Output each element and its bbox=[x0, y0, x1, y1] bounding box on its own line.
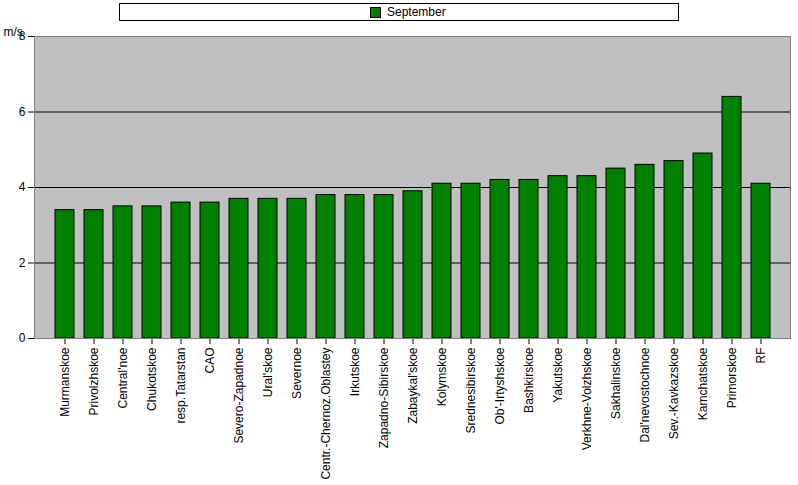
svg-text:Murmanskoe: Murmanskoe bbox=[58, 347, 72, 417]
svg-text:Bashkirskoe: Bashkirskoe bbox=[522, 347, 536, 413]
svg-text:m/s: m/s bbox=[4, 25, 23, 39]
svg-text:Verkhne-Volzhskoe: Verkhne-Volzhskoe bbox=[580, 347, 594, 450]
svg-text:Kamchatskoe: Kamchatskoe bbox=[696, 347, 710, 420]
svg-text:Sev.-Kavkazskoe: Sev.-Kavkazskoe bbox=[667, 347, 681, 439]
svg-text:Srednesibirskoe: Srednesibirskoe bbox=[464, 347, 478, 433]
svg-text:Privolzhskoe: Privolzhskoe bbox=[87, 347, 101, 415]
svg-text:Chukotskoe: Chukotskoe bbox=[145, 347, 159, 411]
svg-text:6: 6 bbox=[19, 105, 26, 119]
svg-text:resp.Tatarstan: resp.Tatarstan bbox=[174, 348, 188, 424]
svg-text:Yakutskoe: Yakutskoe bbox=[551, 347, 565, 402]
svg-text:2: 2 bbox=[19, 256, 26, 270]
svg-text:Zabaykal'skoe: Zabaykal'skoe bbox=[406, 347, 420, 424]
svg-text:Sakhalinskoe: Sakhalinskoe bbox=[609, 347, 623, 419]
svg-text:Severo-Zapadnoe: Severo-Zapadnoe bbox=[232, 347, 246, 443]
svg-text:Ob'-Irtyshskoe: Ob'-Irtyshskoe bbox=[493, 347, 507, 424]
svg-text:Dal'nevostochnoe: Dal'nevostochnoe bbox=[638, 347, 652, 442]
svg-text:Centr.-Chernoz.Oblastey: Centr.-Chernoz.Oblastey bbox=[319, 348, 333, 480]
svg-text:4: 4 bbox=[19, 180, 26, 194]
svg-text:Central'noe: Central'noe bbox=[116, 347, 130, 408]
svg-text:Ural'skoe: Ural'skoe bbox=[261, 347, 275, 397]
svg-text:CAO: CAO bbox=[203, 348, 217, 374]
svg-text:RF: RF bbox=[754, 348, 768, 364]
svg-text:Zapadno-Sibirskoe: Zapadno-Sibirskoe bbox=[377, 347, 391, 448]
svg-text:Kolymskoe: Kolymskoe bbox=[435, 347, 449, 406]
svg-text:Irkutskoe: Irkutskoe bbox=[348, 347, 362, 396]
svg-text:Primorskoe: Primorskoe bbox=[725, 347, 739, 408]
svg-text:0: 0 bbox=[19, 331, 26, 345]
svg-text:Severnoe: Severnoe bbox=[290, 347, 304, 399]
html-text:September: September bbox=[387, 5, 446, 19]
